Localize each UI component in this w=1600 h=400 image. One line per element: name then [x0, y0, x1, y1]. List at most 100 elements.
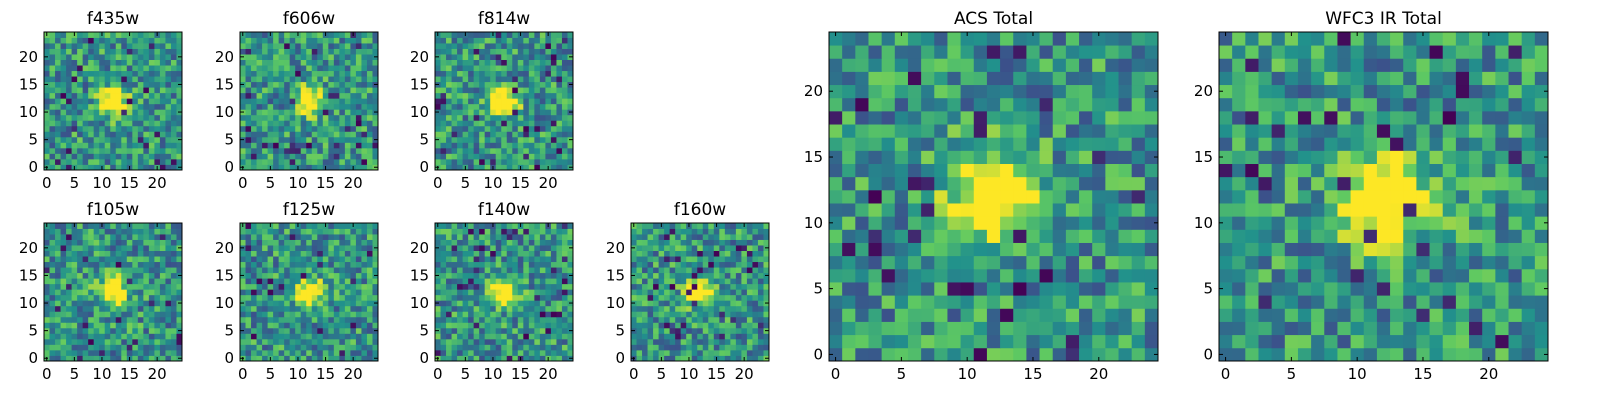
- heatmap-cell: [366, 338, 373, 345]
- heatmap-cell: [60, 261, 67, 268]
- heatmap-cell: [664, 316, 671, 323]
- heatmap-cell: [517, 59, 524, 66]
- heatmap-cell: [344, 164, 351, 171]
- heatmap-cell: [855, 334, 869, 349]
- heatmap-cell: [132, 261, 139, 268]
- heatmap-cell: [77, 32, 84, 38]
- heatmap-cell: [440, 338, 447, 345]
- heatmap-cell: [457, 283, 463, 290]
- heatmap-cell: [278, 114, 285, 121]
- heatmap-cell: [333, 147, 340, 154]
- heatmap-cell: [121, 234, 128, 240]
- heatmap-cell: [691, 322, 698, 329]
- heatmap-cell: [457, 48, 463, 55]
- heatmap-cell: [868, 163, 883, 178]
- heatmap-cell: [333, 355, 340, 362]
- heatmap-cell: [154, 261, 161, 268]
- heatmap-cell: [126, 125, 133, 132]
- heatmap-cell: [545, 327, 552, 334]
- heatmap-cell: [295, 283, 302, 290]
- heatmap-cell: [262, 54, 268, 60]
- heatmap-cell: [49, 239, 56, 246]
- heatmap-cell: [333, 283, 340, 290]
- heatmap-cell: [82, 109, 89, 116]
- heatmap-cell: [947, 229, 961, 243]
- heatmap-cell: [366, 234, 373, 240]
- heatmap-cell: [284, 92, 291, 99]
- heatmap-cell: [868, 334, 883, 349]
- heatmap-cell: [143, 305, 150, 312]
- heatmap-cell: [1013, 255, 1027, 270]
- heatmap-cell: [93, 70, 100, 77]
- heatmap-cell: [686, 338, 693, 345]
- heatmap-cell: [289, 239, 296, 246]
- heatmap-cell: [104, 245, 111, 251]
- heatmap-cell: [300, 250, 307, 257]
- heatmap-cell: [71, 103, 78, 110]
- heatmap-cell: [251, 142, 257, 149]
- heatmap-cell: [66, 250, 72, 257]
- heatmap-cell: [284, 164, 291, 171]
- heatmap-cell: [289, 256, 296, 263]
- heatmap-cell: [339, 278, 346, 285]
- heatmap-cell: [708, 278, 715, 285]
- heatmap-cell: [306, 305, 313, 312]
- heatmap-cell: [137, 322, 144, 329]
- heatmap-cell: [534, 120, 541, 127]
- heatmap-cell: [735, 223, 742, 229]
- heatmap-cell: [317, 256, 324, 263]
- heatmap-cell: [735, 250, 742, 257]
- heatmap-cell: [104, 278, 111, 285]
- heatmap-cell: [93, 349, 100, 356]
- heatmap-cell: [451, 114, 458, 121]
- heatmap-cell: [528, 272, 535, 279]
- heatmap-cell: [451, 267, 458, 274]
- heatmap-cell: [479, 294, 486, 301]
- heatmap-cell: [306, 228, 313, 235]
- heatmap-cell: [154, 103, 161, 110]
- heatmap-cell: [289, 322, 296, 329]
- heatmap-cell: [512, 239, 519, 246]
- heatmap-cell: [333, 125, 340, 132]
- heatmap-cell: [372, 92, 379, 99]
- heatmap-cell: [159, 153, 166, 160]
- heatmap-cell: [479, 103, 486, 110]
- heatmap-cell: [556, 305, 563, 312]
- heatmap-cell: [719, 327, 726, 334]
- heatmap-cell: [256, 223, 263, 229]
- heatmap-cell: [545, 300, 552, 307]
- heatmap-cell: [44, 48, 50, 55]
- heatmap-cell: [322, 256, 329, 263]
- heatmap-cell: [71, 338, 78, 345]
- heatmap-cell: [328, 239, 335, 246]
- heatmap-cell: [528, 278, 535, 285]
- heatmap-cell: [49, 109, 56, 116]
- heatmap-cell: [934, 295, 948, 309]
- heatmap-cell: [947, 216, 961, 230]
- heatmap-cell: [278, 305, 285, 312]
- heatmap-cell: [567, 278, 574, 285]
- heatmap-cell: [730, 305, 737, 312]
- heatmap-cell: [462, 70, 469, 77]
- heatmap-cell: [746, 349, 753, 356]
- heatmap-cell: [44, 125, 50, 132]
- heatmap-cell: [730, 322, 737, 329]
- heatmap-cell: [165, 103, 172, 110]
- heatmap-cell: [344, 305, 351, 312]
- heatmap-cell: [567, 59, 574, 66]
- heatmap-cell: [468, 327, 475, 334]
- heatmap-cell: [451, 43, 458, 49]
- heatmap-cell: [539, 338, 546, 345]
- heatmap-cell: [647, 223, 654, 229]
- heatmap-cell: [550, 272, 557, 279]
- heatmap-cell: [842, 255, 856, 270]
- heatmap-cell: [550, 316, 557, 323]
- heatmap-cell: [339, 261, 346, 268]
- heatmap-cell: [137, 261, 144, 268]
- heatmap-cell: [973, 203, 988, 217]
- heatmap-cell: [55, 338, 61, 345]
- heatmap-cell: [539, 65, 546, 72]
- heatmap-cell: [479, 333, 486, 340]
- heatmap-cell: [545, 147, 552, 154]
- heatmap-cell: [126, 245, 133, 251]
